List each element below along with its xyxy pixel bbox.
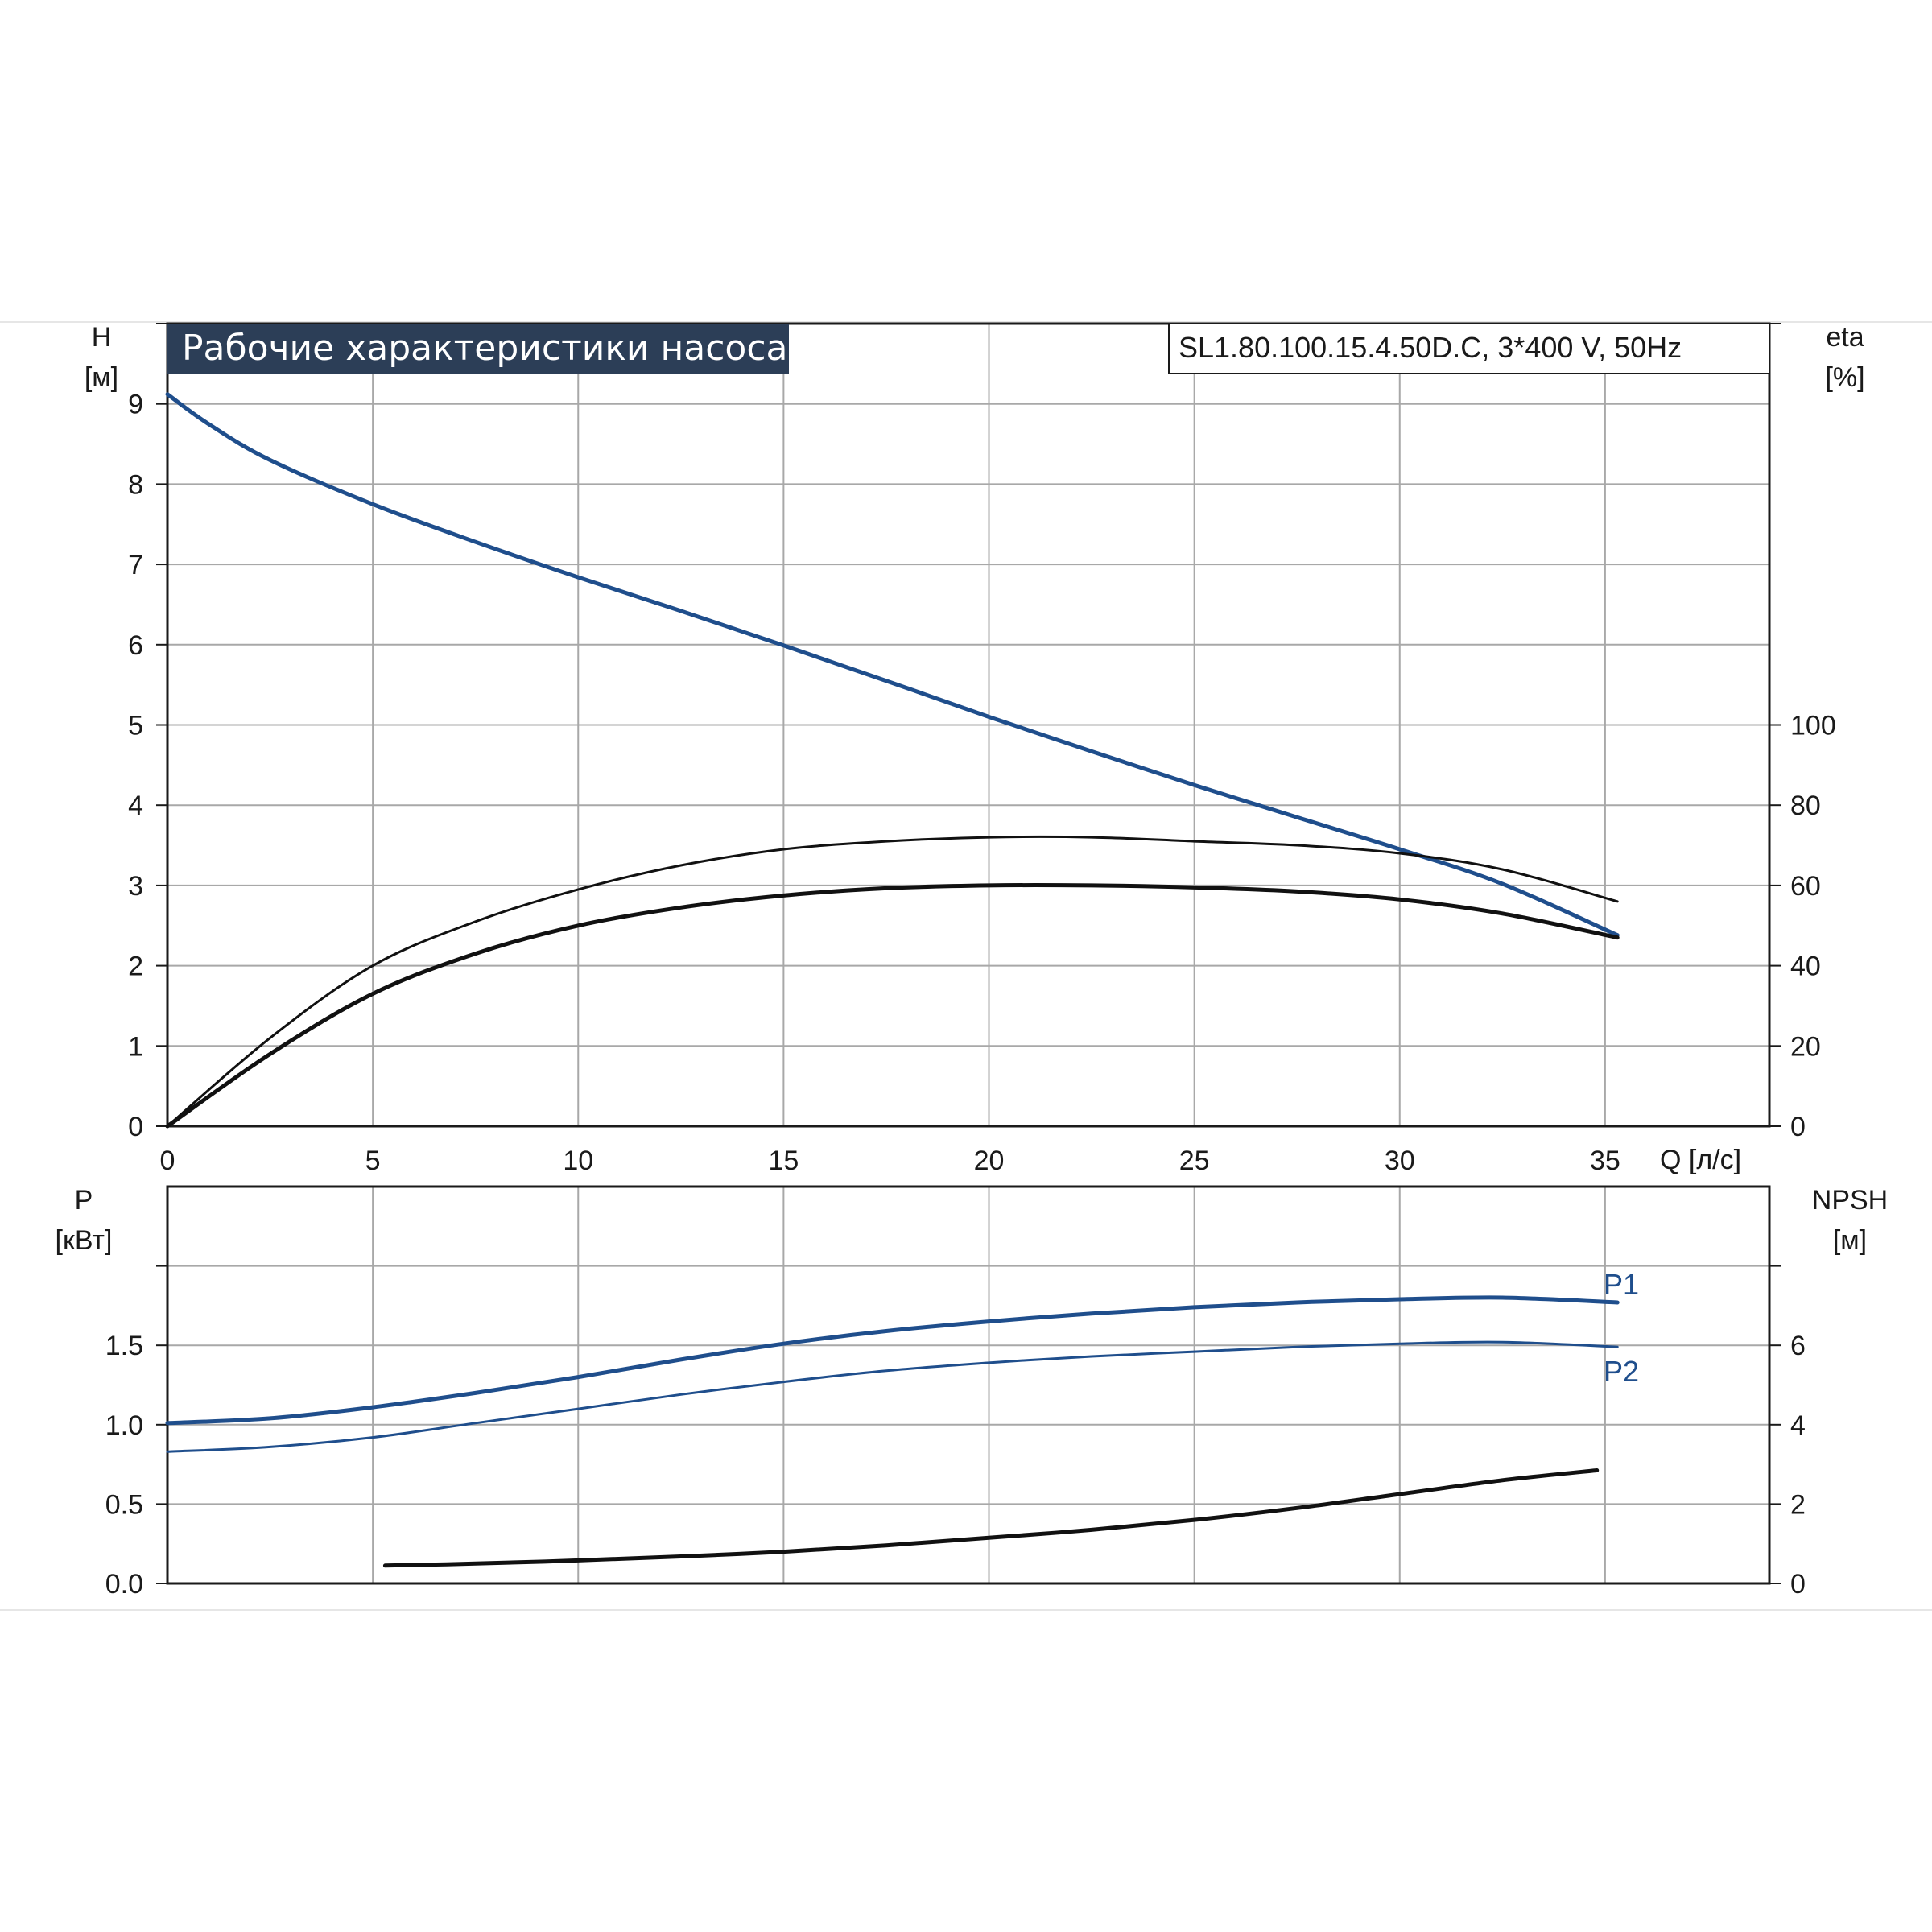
series-line-h [165,392,1620,938]
x-tick-label: 10 [563,1146,593,1176]
y-left-tick-label: 1.0 [105,1410,143,1441]
lower-plot-frame [166,1185,1771,1585]
y-left-tick-label: 1 [128,1031,143,1062]
y-right-label-eta: eta [1826,322,1864,353]
chart-title: Рабочие характеристики насоса [182,328,787,369]
model-box [1168,323,1770,374]
y-left-tick-label: 0 [128,1112,143,1142]
y-left-label-p: P [75,1185,93,1216]
x-axis-label: Q [л/с] [1660,1145,1741,1175]
y-right-tick-label: 0 [1790,1569,1806,1600]
y-left-unit-h: [м] [85,362,118,393]
y-right-unit-npsh: [м] [1833,1225,1867,1256]
y-left-label-h: H [92,322,112,353]
y-right-tick-label: 6 [1790,1331,1806,1361]
x-tick-label: 35 [1590,1146,1620,1176]
y-left-tick-label: 3 [128,871,143,902]
chart-title-box [167,324,789,374]
series-line-eta-thick [165,883,1620,1129]
y-left-tick-label: 0.5 [105,1489,143,1520]
y-left-tick-label: 5 [128,711,143,741]
series-line-p1 [165,1295,1620,1426]
y-left-tick-label: 9 [128,390,143,420]
x-tick-label: 25 [1179,1146,1210,1176]
y-left-tick-label: 8 [128,469,143,500]
x-tick-label: 15 [768,1146,799,1176]
y-right-tick-label: 4 [1790,1410,1806,1441]
y-left-tick-label: 0.0 [105,1569,143,1600]
y-right-unit-eta: [%] [1825,362,1864,393]
x-tick-label: 5 [365,1146,381,1176]
y-right-tick-label: 80 [1790,791,1821,821]
y-left-tick-label: 6 [128,630,143,661]
y-left-unit-p: [кВт] [56,1225,113,1256]
upper-tick-labels: 0 5 10 15 20 25 30 35 0 1 2 3 4 5 6 7 8 9 0 20 40 60 80 100 [128,390,1836,1176]
y-right-tick-label: 100 [1790,711,1836,741]
x-tick-label: 20 [974,1146,1005,1176]
x-tick-label: 30 [1385,1146,1415,1176]
upper-series [165,392,1620,1129]
y-left-tick-label: 7 [128,550,143,580]
series-line-p2 [166,1340,1619,1453]
y-right-tick-label: 40 [1790,952,1821,982]
series-line-eta-thin [166,835,1619,1128]
lower-series [165,1295,1620,1568]
y-right-tick-label: 60 [1790,871,1821,902]
upper-plot-frame [166,322,1771,1128]
lower-panel: 0.0 0.5 1.0 1.5 0 2 4 6 P [кВт] NPSH [м] P1 P2 [56,1185,1889,1600]
series-line-npsh [382,1468,1600,1568]
y-right-tick-label: 0 [1790,1112,1806,1142]
pump-model: SL1.80.100.15.4.50D.C, 3*400 V, 50Hz [1179,331,1682,364]
series-label-p1: P1 [1604,1268,1639,1301]
y-left-tick-label: 4 [128,791,143,821]
y-right-tick-label: 20 [1790,1031,1821,1062]
series-label-p2: P2 [1604,1355,1639,1388]
lower-tick-labels: 0.0 0.5 1.0 1.5 0 2 4 6 [105,1331,1806,1600]
upper-panel: 0 5 10 15 20 25 30 35 0 1 2 3 4 5 6 7 8 9 0 20 40 60 80 100 Раб… [85,322,1865,1176]
y-right-tick-label: 2 [1790,1489,1806,1520]
x-tick-label: 0 [160,1146,175,1176]
y-right-label-npsh: NPSH [1812,1185,1888,1216]
y-left-tick-label: 1.5 [105,1331,143,1361]
y-left-tick-label: 2 [128,952,143,982]
